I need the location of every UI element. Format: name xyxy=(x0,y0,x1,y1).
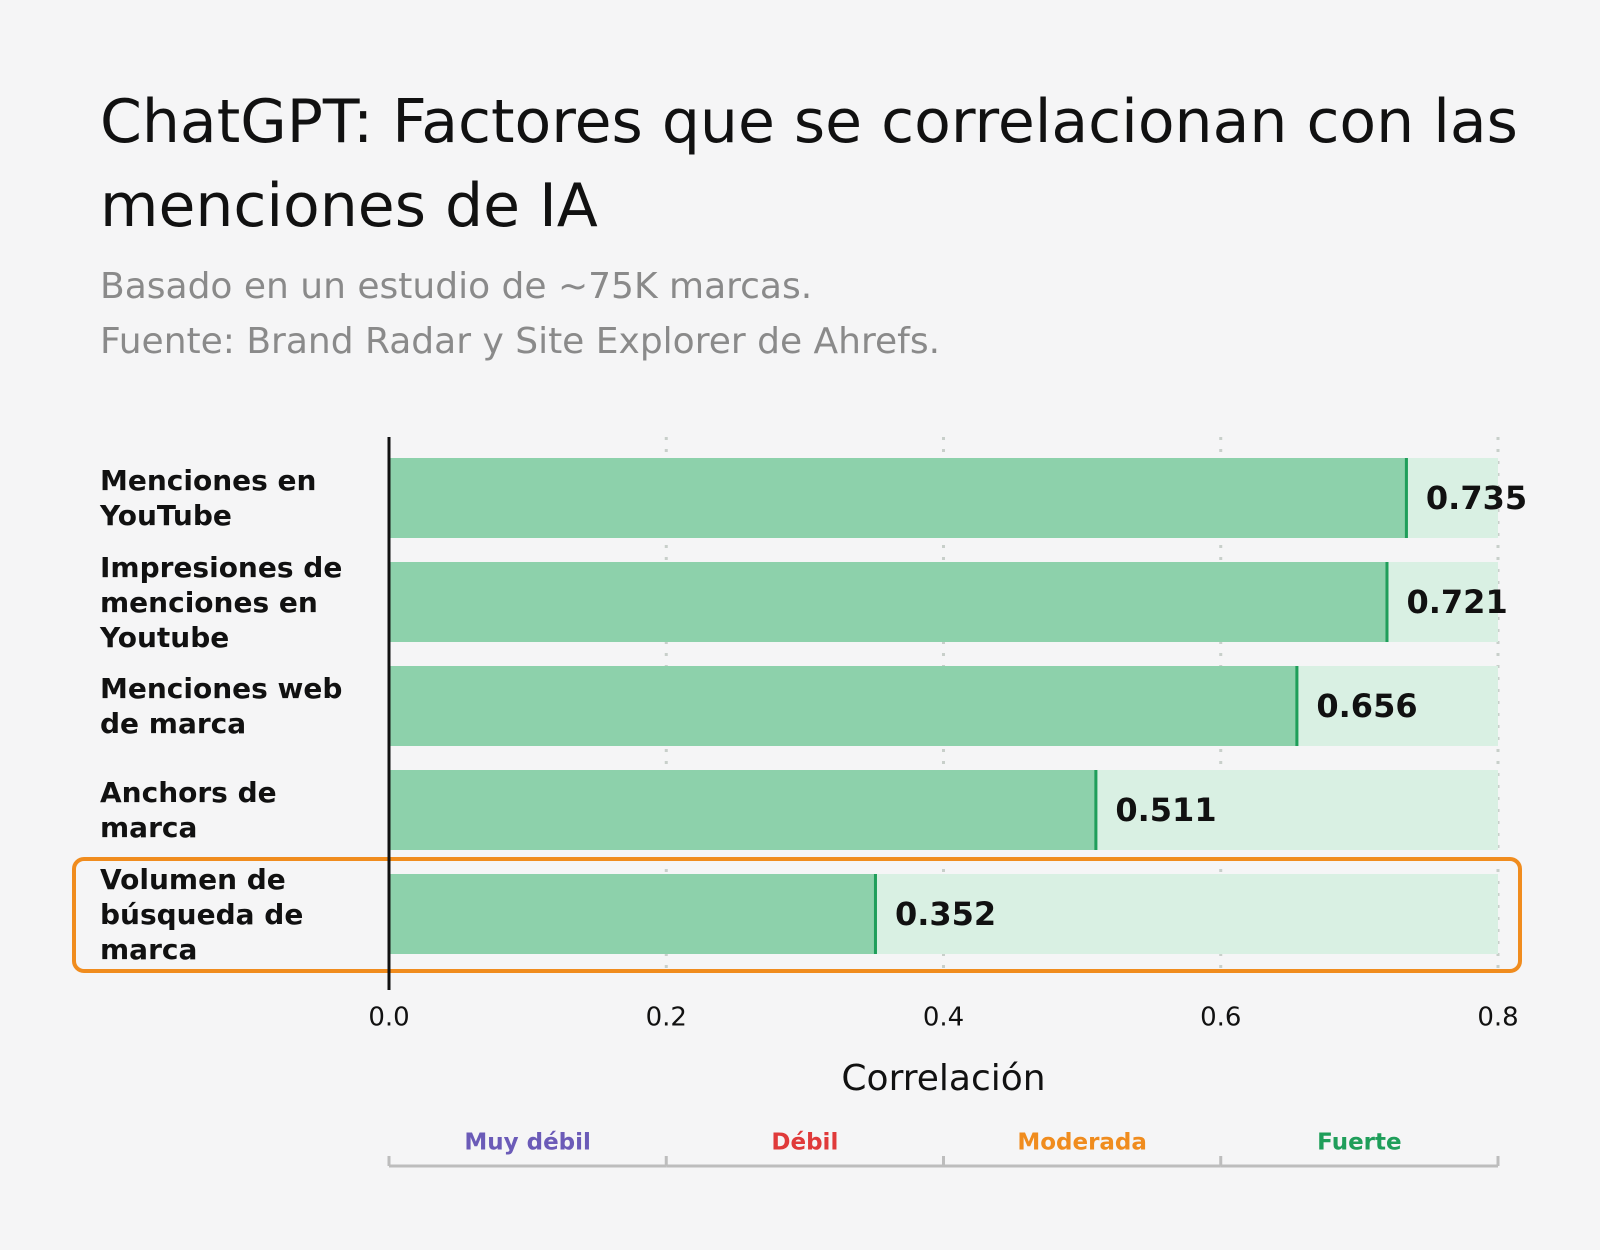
category-label: Impresiones de menciones en Youtube xyxy=(100,550,343,654)
bar-edge xyxy=(873,874,877,954)
bar xyxy=(389,666,1299,746)
x-tick-label: 0.6 xyxy=(1200,1003,1241,1033)
value-label: 0.735 xyxy=(1426,479,1527,517)
value-label: 0.352 xyxy=(895,895,996,933)
bar xyxy=(389,562,1389,642)
subtitle: Basado en un estudio de ~75K marcas. xyxy=(100,266,813,307)
category-label: Anchors de marca xyxy=(100,776,277,844)
chart-title: ChatGPT: Factores que se correlacionan c… xyxy=(100,87,1518,241)
bar xyxy=(389,770,1098,850)
bar xyxy=(389,874,877,954)
band-label: Débil xyxy=(771,1130,838,1156)
band-label: Muy débil xyxy=(464,1130,591,1156)
category-label: Menciones web de marca xyxy=(100,672,343,740)
bar-edge xyxy=(1404,458,1408,538)
x-tick-label: 0.4 xyxy=(923,1003,964,1033)
value-label: 0.511 xyxy=(1115,791,1216,829)
category-label: Volumen de búsqueda de marca xyxy=(100,862,304,966)
band-label: Moderada xyxy=(1017,1130,1147,1156)
x-tick-label: 0.2 xyxy=(646,1003,687,1033)
x-tick-label: 0.0 xyxy=(368,1003,409,1033)
value-label: 0.721 xyxy=(1406,583,1507,621)
value-label: 0.656 xyxy=(1316,687,1417,725)
category-label: Menciones en YouTube xyxy=(100,464,317,532)
bar-edge xyxy=(1094,770,1098,850)
x-axis-title: Correlación xyxy=(841,1058,1045,1099)
x-tick-label: 0.8 xyxy=(1477,1003,1518,1033)
bar xyxy=(389,458,1408,538)
bar-edge xyxy=(1295,666,1299,746)
subtitle: Fuente: Brand Radar y Site Explorer de A… xyxy=(100,321,941,362)
band-label: Fuerte xyxy=(1317,1130,1401,1156)
highlight-box xyxy=(72,857,1522,973)
bar-edge xyxy=(1385,562,1389,642)
